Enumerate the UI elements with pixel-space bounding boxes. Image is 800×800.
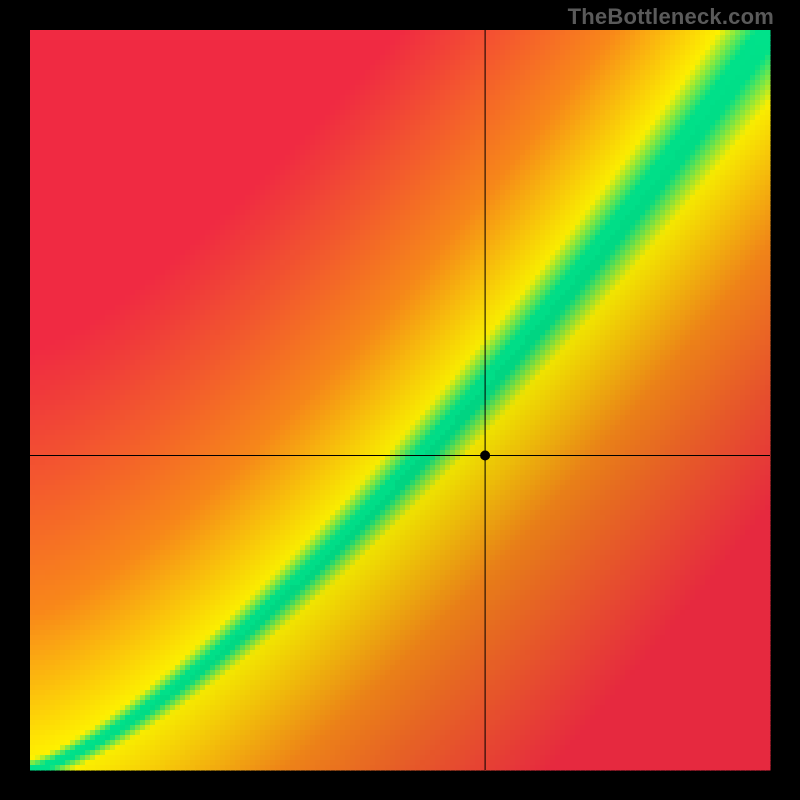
- bottleneck-heatmap-canvas: [0, 0, 800, 800]
- watermark-text: TheBottleneck.com: [568, 4, 774, 30]
